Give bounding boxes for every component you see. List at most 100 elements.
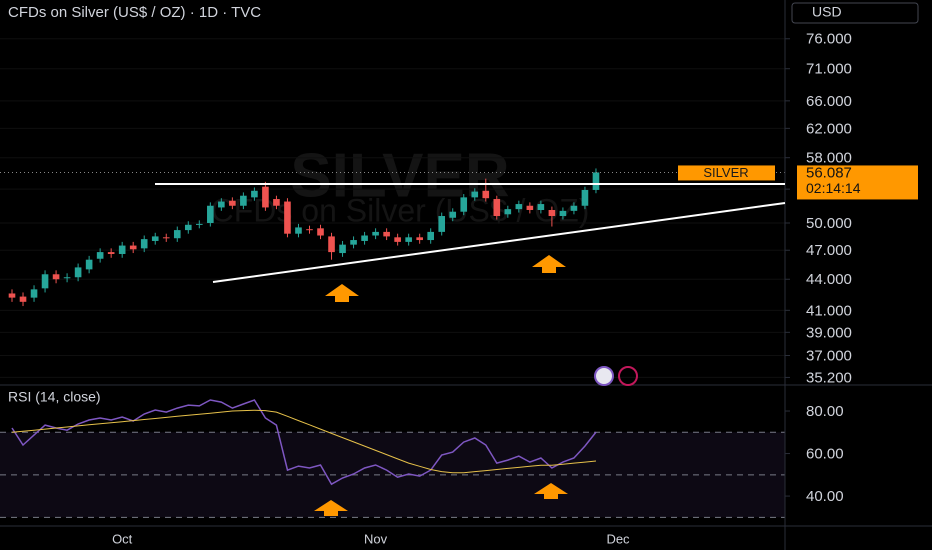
icon-ring <box>618 366 638 386</box>
candle-body <box>30 289 38 298</box>
candle-body <box>372 231 379 236</box>
rsi-line <box>11 409 597 474</box>
y-tick-label: 71.000 <box>806 61 852 78</box>
candle-body <box>339 244 346 254</box>
last-price-box <box>797 165 918 200</box>
candle-body <box>63 277 71 279</box>
watermark-description: CFDs on Silver (US$ / OZ) <box>211 192 590 228</box>
candle-body <box>438 216 446 232</box>
candle-body <box>471 191 479 198</box>
candle-body <box>449 211 457 218</box>
arrows <box>314 255 568 516</box>
candle-body <box>8 293 16 298</box>
candle-body <box>74 267 82 278</box>
plot <box>0 168 785 486</box>
y-tick-label: 37.000 <box>806 347 852 364</box>
symbol-tag-label: SILVER <box>703 165 748 180</box>
y-tick-label: 35.200 <box>806 369 852 386</box>
candle-body <box>482 190 490 199</box>
x-tick-label: Nov <box>364 531 388 546</box>
candle-body <box>427 231 434 241</box>
y-tick-label: 58.000 <box>806 150 852 167</box>
y-tick-label: 41.000 <box>806 302 852 319</box>
candle-body <box>240 195 247 206</box>
y-tick-label: 66.000 <box>806 93 852 110</box>
candle-body <box>251 190 258 198</box>
icon-flag <box>594 366 614 386</box>
candle-body <box>493 199 501 217</box>
candle-body <box>581 189 589 206</box>
candle-body <box>140 239 148 249</box>
last-price-label: 56.087 <box>806 164 852 181</box>
candle-body <box>218 201 225 208</box>
arrow <box>314 500 348 516</box>
chart-title: CFDs on Silver (US$ / OZ) · 1D · TVC <box>8 4 261 21</box>
candle-body <box>273 199 280 206</box>
candle-body <box>162 237 170 239</box>
candle-body <box>504 209 512 215</box>
watermark-symbol: SILVER <box>290 141 509 210</box>
candle-body <box>85 259 93 270</box>
rsi-line <box>11 399 597 486</box>
candle-body <box>229 200 236 206</box>
candle-body <box>350 240 357 245</box>
candle-body <box>306 229 313 231</box>
x-tick-label: Dec <box>606 531 630 546</box>
candle-body <box>383 231 390 237</box>
candle-body <box>559 210 567 217</box>
candle-body <box>151 236 159 241</box>
candle-body <box>416 237 423 241</box>
grid <box>0 38 785 518</box>
candle-body <box>41 274 49 289</box>
candle-body <box>405 237 412 242</box>
candle-body <box>515 204 523 210</box>
candle-body <box>129 245 137 250</box>
y-tick-label: 40.00 <box>806 488 844 505</box>
candle-body <box>96 252 104 259</box>
candle-body <box>184 224 192 231</box>
candle-body <box>284 201 291 234</box>
candle-body <box>460 197 468 212</box>
arrow <box>532 255 566 273</box>
arrow <box>534 483 568 499</box>
candle-body <box>548 209 556 217</box>
candle-body <box>317 228 324 236</box>
y-tick-label: 47.000 <box>806 242 852 259</box>
currency-button[interactable] <box>791 2 919 24</box>
candle-body <box>262 186 269 208</box>
candle-body <box>592 172 600 190</box>
countdown-label: 02:14:14 <box>806 180 861 196</box>
candle-body <box>118 245 126 254</box>
y-tick-label: 44.000 <box>806 271 852 288</box>
candle-body <box>52 274 60 280</box>
candle-body <box>295 227 302 234</box>
candle-body <box>526 205 534 210</box>
candle-body <box>19 296 27 302</box>
candle-body <box>361 235 368 241</box>
y-tick-label: 80.00 <box>806 403 844 420</box>
currency[interactable]: USD <box>812 4 842 20</box>
rsi-band <box>0 432 785 518</box>
y-tick-label: 62.000 <box>806 120 852 137</box>
y-tick-label: 60.00 <box>806 446 844 463</box>
y-tick-label: 50.000 <box>806 215 852 232</box>
y-tick-label: 76.000 <box>806 31 852 48</box>
y-tick-label: 39.000 <box>806 324 852 341</box>
candle-body <box>570 205 578 211</box>
arrow <box>325 284 359 302</box>
rsi-title: RSI (14, close) <box>8 389 101 405</box>
x-tick-label: Oct <box>112 531 133 546</box>
candle-body <box>537 204 545 210</box>
support-line <box>212 202 786 283</box>
candle-body <box>173 230 181 239</box>
candle-body <box>328 236 335 253</box>
candle-body <box>196 223 203 225</box>
candle-body <box>107 252 115 254</box>
flag-icon <box>594 366 638 386</box>
symbol-tag <box>678 165 775 181</box>
candle-body <box>207 205 214 224</box>
candle-body <box>394 237 401 242</box>
